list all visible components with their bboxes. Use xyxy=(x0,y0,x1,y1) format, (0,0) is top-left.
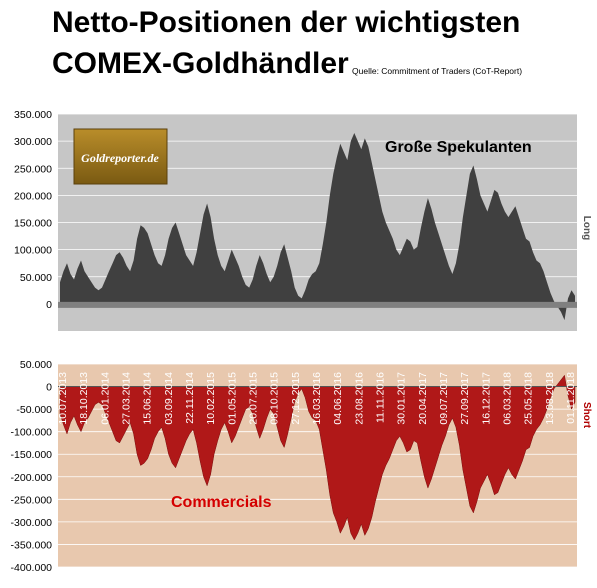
chart-title-line2: COMEX-Goldhändler xyxy=(52,47,349,80)
top-series-area xyxy=(60,133,575,321)
bottom-x-tick-label: 03.09.2014 xyxy=(163,372,175,425)
bottom-x-tick-label: 16.12.2017 xyxy=(480,372,492,425)
bottom-x-tick-label: 10.07.2013 xyxy=(57,372,69,425)
top-y-tick-label: 50.000 xyxy=(20,272,52,284)
bottom-panel-label: Commercials xyxy=(171,494,272,511)
bottom-x-tick-label: 27.03.2014 xyxy=(121,372,133,425)
top-y-tick-label: 350.000 xyxy=(14,109,52,121)
bottom-side-label: Short xyxy=(581,402,592,429)
bottom-x-tick-label: 13.08.2018 xyxy=(544,372,556,425)
bottom-x-tick-label: 18.10.2013 xyxy=(78,372,90,425)
top-y-ticks: 350.000 300.000 250.000 200.000 150.000 100.0… xyxy=(14,109,52,311)
top-y-tick-label: 300.000 xyxy=(14,136,52,148)
top-y-tick-label: 150.000 xyxy=(14,218,52,230)
bottom-y-tick-label: -250.000 xyxy=(11,494,53,506)
bottom-y-ticks: 50.000 0 -50.000 -100.000 -150.000 -200.000 -2… xyxy=(11,359,53,574)
bottom-y-tick-label: 0 xyxy=(46,382,52,394)
logo-text: Goldreporter.de xyxy=(81,151,159,165)
bottom-x-tick-label: 20.07.2015 xyxy=(248,372,260,425)
bottom-x-tick-label: 23.08.2016 xyxy=(353,372,365,425)
top-y-tick-label: 0 xyxy=(46,299,52,311)
logo: Goldreporter.de xyxy=(73,128,168,185)
bottom-x-tick-label: 06.01.2014 xyxy=(99,372,111,425)
top-y-tick-label: 100.000 xyxy=(14,245,52,257)
bottom-y-tick-label: -200.000 xyxy=(11,472,53,484)
bottom-y-tick-label: -350.000 xyxy=(11,539,53,551)
bottom-x-tick-label: 11.11.2016 xyxy=(375,372,387,423)
bottom-x-tick-label: 10.02.2015 xyxy=(205,372,217,425)
source-note: Quelle: Commitment of Traders (CoT-Repor… xyxy=(352,66,523,76)
bottom-y-tick-label: -300.000 xyxy=(11,517,53,529)
bottom-x-tick-label: 27.09.2017 xyxy=(459,372,471,425)
bottom-x-tick-label: 15.06.2014 xyxy=(142,372,154,425)
bottom-x-tick-label: 06.03.2018 xyxy=(502,372,514,425)
bottom-y-tick-label: -50.000 xyxy=(16,404,52,416)
top-panel-label: Große Spekulanten xyxy=(385,139,532,156)
bottom-x-tick-label: 01.05.2015 xyxy=(226,372,238,425)
bottom-x-tick-label: 09.07.2017 xyxy=(438,372,450,425)
bottom-x-tick-label: 16.03.2016 xyxy=(311,372,323,425)
top-side-label: Long xyxy=(581,216,592,240)
top-y-tick-label: 250.000 xyxy=(14,163,52,175)
bottom-y-tick-label: -100.000 xyxy=(11,427,53,439)
bottom-y-tick-label: -400.000 xyxy=(11,562,53,574)
top-zero-band xyxy=(58,301,577,308)
bottom-series-area xyxy=(59,374,576,541)
bottom-x-tick-label: 01.11.2018 xyxy=(565,372,577,424)
bottom-x-tick-label: 25.05.2018 xyxy=(523,372,535,425)
bottom-x-tick-label: 30.01.2017 xyxy=(396,372,408,425)
bottom-x-tick-label: 08.10.2015 xyxy=(269,372,281,425)
chart-title-line1: Netto-Positionen der wichtigsten xyxy=(52,6,521,39)
bottom-x-tick-label: 22.11.2014 xyxy=(184,372,196,424)
bottom-x-tick-label: 04.06.2016 xyxy=(332,372,344,425)
bottom-y-tick-label: -150.000 xyxy=(11,449,53,461)
bottom-y-tick-label: 50.000 xyxy=(20,359,52,371)
bottom-x-tick-label: 20.04.2017 xyxy=(417,372,429,425)
top-y-tick-label: 200.000 xyxy=(14,190,52,202)
bottom-x-ticks: 10.07.2013 18.10.2013 06.01.2014 27.03.2014… xyxy=(57,372,577,425)
bottom-x-tick-label: 27.12.2015 xyxy=(290,372,302,425)
